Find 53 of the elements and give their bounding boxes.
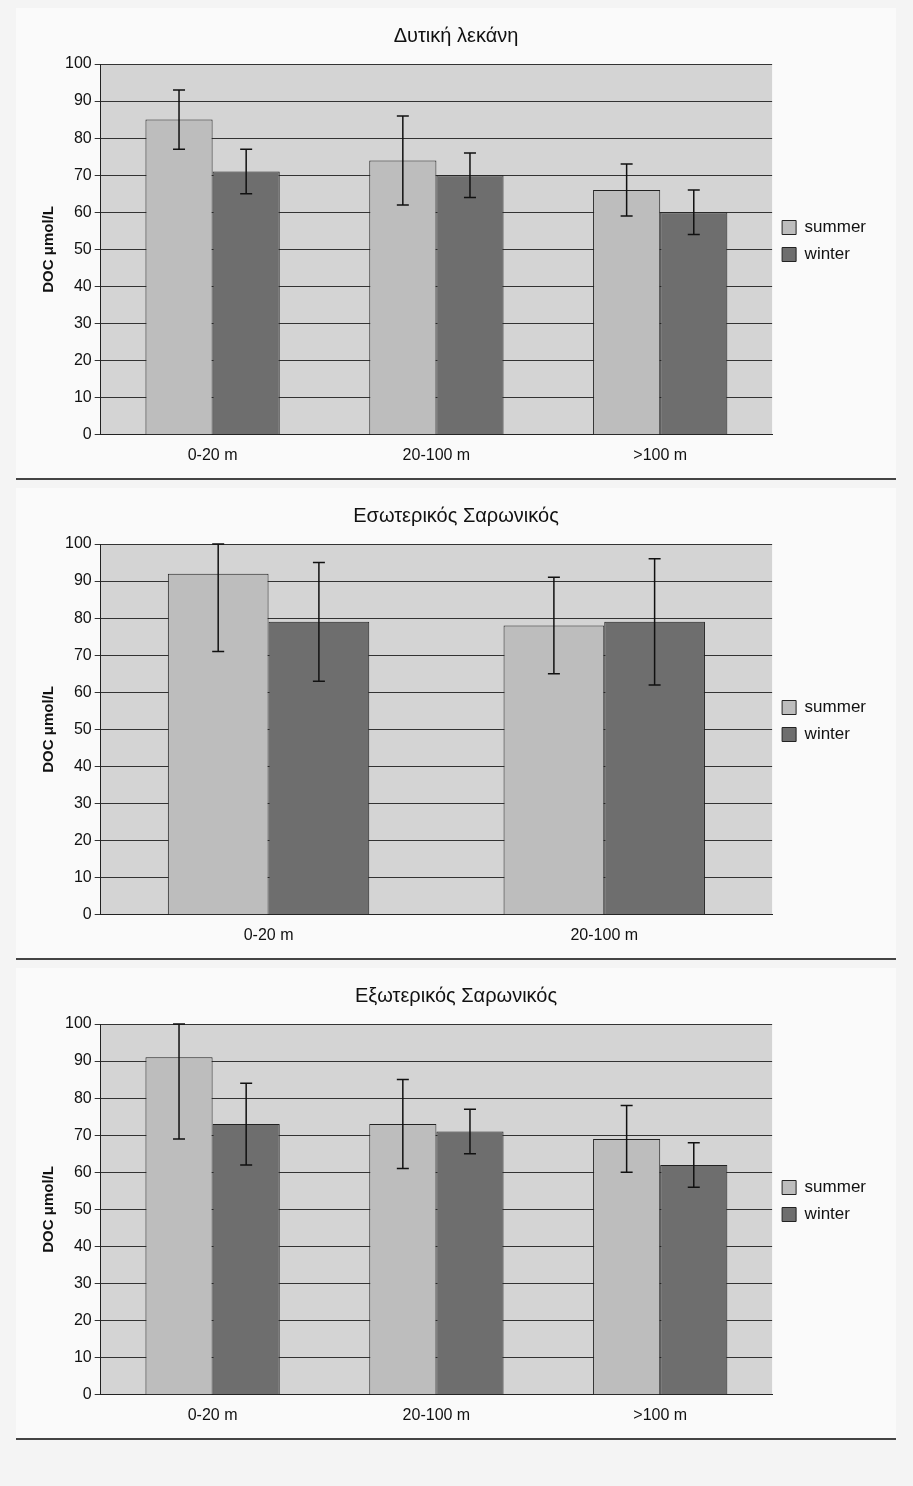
y-tick-label: 80: [73, 608, 92, 626]
y-tick-label: 40: [73, 1236, 92, 1254]
y-tick-label: 30: [73, 793, 92, 811]
x-tick-label: >100 m: [633, 1405, 688, 1423]
y-tick-label: 10: [73, 388, 92, 406]
y-tick-label: 90: [73, 1051, 92, 1069]
x-tick-label: 0-20 m: [187, 445, 238, 463]
y-axis-title: DOC μmol/L: [39, 686, 57, 773]
legend-label: winter: [803, 244, 851, 264]
y-tick-label: 20: [73, 351, 92, 369]
y-tick-label: 70: [73, 645, 92, 663]
x-tick-label: 20-100 m: [402, 445, 471, 463]
legend-label: winter: [803, 1204, 851, 1224]
y-tick-label: 20: [73, 1311, 92, 1329]
y-tick-label: 20: [73, 831, 92, 849]
y-tick-label: 40: [73, 276, 92, 294]
y-tick-label: 90: [73, 91, 92, 109]
y-tick-label: 10: [73, 1348, 92, 1366]
y-tick-label: 0: [82, 425, 92, 443]
y-tick-label: 50: [73, 719, 92, 737]
legend-label: winter: [803, 724, 851, 744]
chart-title: Εξωτερικός Σαρωνικός: [354, 983, 558, 1006]
y-tick-label: 90: [73, 571, 92, 589]
y-tick-label: 70: [73, 1125, 92, 1143]
y-tick-label: 50: [73, 239, 92, 257]
y-tick-label: 60: [73, 1162, 92, 1180]
x-tick-label: 0-20 m: [187, 1405, 238, 1423]
y-tick-label: 100: [64, 534, 92, 552]
legend-label: summer: [804, 697, 867, 717]
legend-label: summer: [804, 1177, 867, 1197]
x-tick-label: 0-20 m: [243, 925, 294, 943]
y-tick-label: 30: [73, 1273, 92, 1291]
chart-title: Εσωτερικός Σαρωνικός: [353, 503, 560, 526]
chart-title: Δυτική λεκάνη: [393, 23, 519, 46]
y-tick-label: 70: [73, 165, 92, 183]
y-axis-title: DOC μmol/L: [39, 1166, 57, 1253]
y-axis-title: DOC μmol/L: [39, 206, 57, 293]
y-tick-label: 60: [73, 682, 92, 700]
y-tick-label: 40: [73, 756, 92, 774]
y-tick-label: 100: [64, 54, 92, 72]
x-tick-label: 20-100 m: [402, 1405, 471, 1423]
x-tick-label: 20-100 m: [570, 925, 639, 943]
x-tick-label: >100 m: [633, 445, 688, 463]
y-tick-label: 100: [64, 1014, 92, 1032]
y-tick-label: 80: [73, 128, 92, 146]
y-tick-label: 0: [82, 1385, 92, 1403]
legend-label: summer: [804, 217, 867, 237]
y-tick-label: 10: [73, 868, 92, 886]
y-tick-label: 80: [73, 1088, 92, 1106]
y-tick-label: 60: [73, 202, 92, 220]
y-tick-label: 30: [73, 313, 92, 331]
y-tick-label: 0: [82, 905, 92, 923]
y-tick-label: 50: [73, 1199, 92, 1217]
